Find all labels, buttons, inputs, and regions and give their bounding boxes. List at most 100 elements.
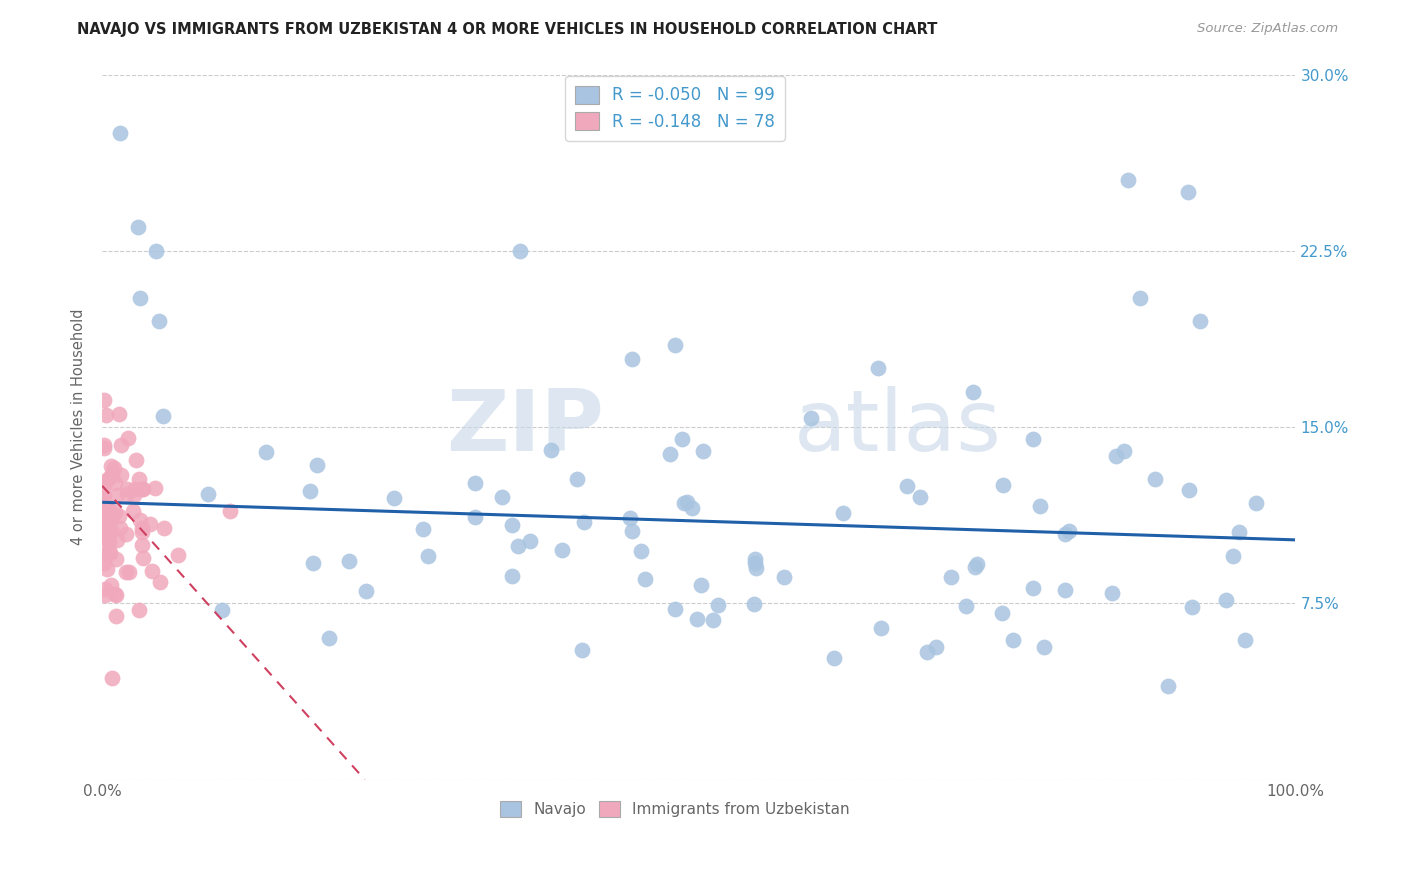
- Point: [1222, 549, 1244, 564]
- Point: [128, 472, 150, 486]
- Point: [100, 458, 122, 473]
- Point: [572, 515, 595, 529]
- Point: [1029, 500, 1052, 514]
- Point: [131, 482, 153, 496]
- Point: [1215, 593, 1237, 607]
- Point: [128, 513, 150, 527]
- Point: [671, 432, 693, 446]
- Point: [91, 547, 114, 561]
- Point: [1033, 640, 1056, 654]
- Point: [551, 542, 574, 557]
- Point: [211, 603, 233, 617]
- Point: [418, 549, 440, 564]
- Point: [96, 532, 118, 546]
- Point: [124, 482, 146, 496]
- Point: [143, 481, 166, 495]
- Point: [105, 533, 128, 548]
- Point: [96, 562, 118, 576]
- Point: [131, 524, 153, 539]
- Point: [131, 538, 153, 552]
- Point: [94, 582, 117, 596]
- Point: [1053, 582, 1076, 597]
- Point: [519, 533, 541, 548]
- Point: [571, 643, 593, 657]
- Point: [501, 568, 523, 582]
- Point: [501, 518, 523, 533]
- Point: [91, 531, 114, 545]
- Point: [910, 490, 932, 504]
- Point: [742, 597, 765, 611]
- Point: [963, 560, 986, 574]
- Point: [104, 505, 127, 519]
- Point: [301, 556, 323, 570]
- Point: [93, 479, 115, 493]
- Point: [565, 472, 588, 486]
- Point: [870, 621, 893, 635]
- Point: [256, 444, 278, 458]
- Point: [94, 409, 117, 423]
- Point: [1054, 527, 1077, 541]
- Point: [100, 467, 122, 482]
- Point: [412, 522, 434, 536]
- Point: [831, 506, 853, 520]
- Point: [1181, 599, 1204, 614]
- Point: [1178, 483, 1201, 497]
- Point: [664, 338, 686, 352]
- Point: [108, 509, 131, 524]
- Point: [131, 520, 153, 534]
- Point: [94, 588, 117, 602]
- Point: [91, 520, 114, 534]
- Point: [1101, 586, 1123, 600]
- Point: [141, 565, 163, 579]
- Point: [101, 671, 124, 685]
- Point: [104, 476, 127, 491]
- Point: [1022, 432, 1045, 446]
- Point: [94, 497, 117, 511]
- Text: ZIP: ZIP: [446, 385, 603, 468]
- Point: [1022, 581, 1045, 595]
- Point: [104, 588, 127, 602]
- Point: [991, 478, 1014, 492]
- Point: [91, 516, 114, 531]
- Point: [686, 612, 709, 626]
- Point: [197, 487, 219, 501]
- Point: [318, 631, 340, 645]
- Point: [100, 577, 122, 591]
- Point: [105, 609, 128, 624]
- Point: [658, 447, 681, 461]
- Text: atlas: atlas: [794, 385, 1002, 468]
- Point: [128, 603, 150, 617]
- Point: [93, 557, 115, 571]
- Point: [673, 496, 696, 510]
- Point: [866, 361, 889, 376]
- Point: [925, 640, 948, 654]
- Legend: Navajo, Immigrants from Uzbekistan: Navajo, Immigrants from Uzbekistan: [492, 793, 858, 825]
- Point: [707, 598, 730, 612]
- Point: [745, 560, 768, 574]
- Point: [915, 645, 938, 659]
- Point: [117, 431, 139, 445]
- Point: [382, 491, 405, 506]
- Point: [93, 488, 115, 502]
- Point: [634, 572, 657, 586]
- Point: [93, 392, 115, 407]
- Point: [630, 544, 652, 558]
- Point: [93, 437, 115, 451]
- Point: [153, 521, 176, 535]
- Point: [98, 513, 121, 527]
- Point: [103, 461, 125, 475]
- Point: [339, 554, 361, 568]
- Point: [966, 557, 988, 571]
- Point: [1059, 524, 1081, 538]
- Point: [509, 244, 531, 258]
- Point: [1001, 632, 1024, 647]
- Point: [98, 546, 121, 560]
- Point: [127, 220, 149, 235]
- Point: [464, 475, 486, 490]
- Point: [356, 584, 378, 599]
- Point: [692, 443, 714, 458]
- Point: [94, 475, 117, 489]
- Point: [104, 587, 127, 601]
- Point: [152, 409, 174, 423]
- Point: [1129, 291, 1152, 305]
